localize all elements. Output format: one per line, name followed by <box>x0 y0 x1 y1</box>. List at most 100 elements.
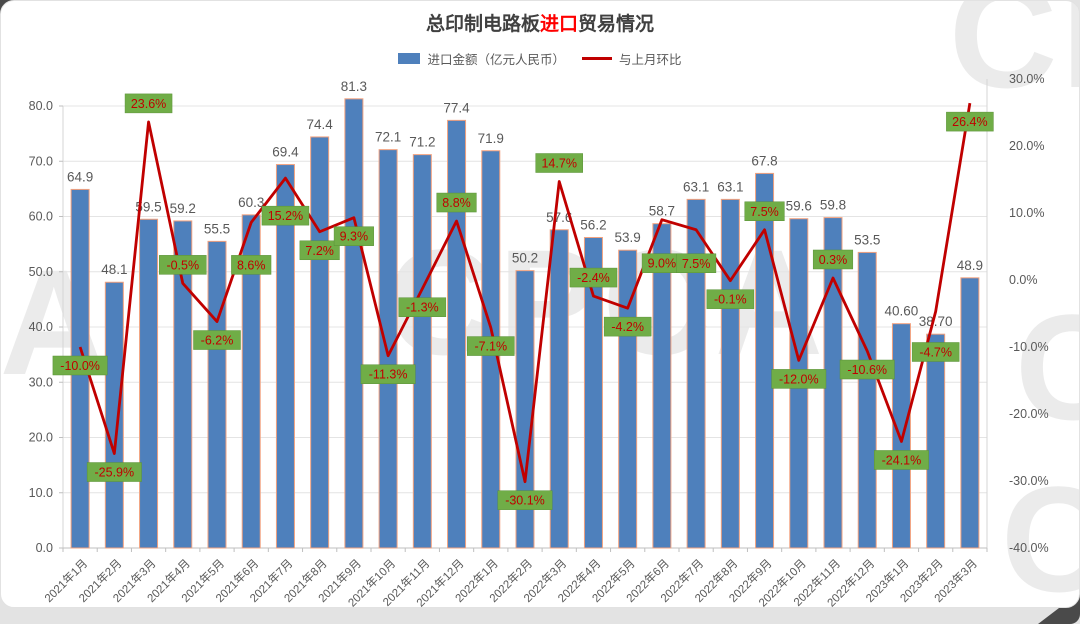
mom-label: 8.6% <box>237 258 266 272</box>
bar <box>583 236 603 549</box>
mom-label-box <box>261 205 310 226</box>
mom-label: -6.2% <box>201 334 234 348</box>
mom-label: 14.7% <box>541 157 576 171</box>
y-axis-tick-label: 20.0 <box>29 431 53 445</box>
mom-label: 26.4% <box>952 115 987 129</box>
bar <box>139 218 159 549</box>
bar-value-label: 59.8 <box>820 198 846 213</box>
mom-label: -0.1% <box>714 293 747 307</box>
mom-label: 23.6% <box>131 97 166 111</box>
bar-value-label: 60.3 <box>238 195 264 210</box>
mom-label: -4.7% <box>919 345 952 359</box>
mom-label-box <box>603 316 652 337</box>
bar-value-label: 71.9 <box>478 131 504 146</box>
mom-label: 7.2% <box>305 244 334 258</box>
mom-label: -12.0% <box>779 372 819 386</box>
bar <box>926 333 946 549</box>
bar-value-label: 48.9 <box>957 258 983 273</box>
watermark: CPCA <box>1015 281 1079 454</box>
mom-label-box <box>873 450 929 470</box>
mom-label: -25.9% <box>95 466 135 480</box>
mom-label: 7.5% <box>750 205 779 219</box>
bar-value-label: 50.2 <box>512 251 538 266</box>
bar <box>241 214 261 549</box>
legend-bar-swatch <box>398 53 421 64</box>
mom-label-box <box>193 330 241 350</box>
bar-value-label: 67.8 <box>751 153 777 168</box>
bar <box>755 172 775 549</box>
bar-value-label: 72.1 <box>375 130 401 145</box>
bar <box>686 198 706 549</box>
mom-label: 7.5% <box>682 257 711 271</box>
bar <box>960 277 980 549</box>
mom-label: -10.6% <box>847 363 887 377</box>
mom-label-box <box>52 355 108 376</box>
bar-value-label: 55.5 <box>204 221 230 236</box>
bar-value-label: 64.9 <box>67 169 93 184</box>
mom-label-box <box>360 364 416 384</box>
title-suffix: 贸易情况 <box>578 14 655 35</box>
mom-label-box <box>744 201 785 221</box>
chart-legend: 进口金额（亿元人民币） 与上月环比 <box>1 49 1079 68</box>
title-highlight: 进口 <box>539 14 578 35</box>
bar <box>344 98 364 549</box>
mom-label: -1.3% <box>406 301 439 315</box>
y-axis-tick-label: 10.0 <box>29 486 53 500</box>
bar-value-label: 48.1 <box>101 262 127 277</box>
bar-value-label: 59.6 <box>786 199 812 214</box>
chart-card: CPCA CPCA CPCA CPCA CPCA 总印制电路板进口贸易情况 进口… <box>0 0 1080 608</box>
bar-value-label: 71.2 <box>409 135 435 150</box>
mom-label-box <box>839 359 895 380</box>
mom-label-box <box>86 462 142 482</box>
y2-axis-tick-label: -10.0% <box>1009 340 1049 354</box>
y2-axis-tick-label: -20.0% <box>1009 407 1049 421</box>
mom-label-box <box>467 336 515 356</box>
bar <box>652 223 672 549</box>
mom-label-box <box>497 490 553 510</box>
bar <box>857 251 877 549</box>
bar-value-label: 57.6 <box>546 210 572 225</box>
mom-label-box <box>706 289 755 309</box>
legend-line-label: 与上月环比 <box>619 53 682 67</box>
bar <box>310 136 330 549</box>
bar-value-label: 40.60 <box>885 304 919 319</box>
mom-label-box <box>333 226 374 246</box>
bar-value-label: 53.5 <box>854 232 880 247</box>
legend-line-swatch <box>582 57 612 60</box>
y-axis-tick-label: 60.0 <box>29 210 53 224</box>
y-axis-tick-label: 40.0 <box>29 320 53 334</box>
bar-value-label: 59.2 <box>170 201 196 216</box>
bar <box>207 240 227 549</box>
mom-label: -30.1% <box>505 494 545 508</box>
y-axis-tick-label: 70.0 <box>29 154 53 168</box>
bar-value-label: 81.3 <box>341 79 367 94</box>
mom-label: 15.2% <box>268 209 303 223</box>
mom-label-box <box>398 297 447 317</box>
mom-label: -0.5% <box>166 258 199 272</box>
watermark: CPCA <box>949 0 1079 119</box>
title-prefix: 总印制电路板 <box>425 14 540 35</box>
bar <box>549 229 569 549</box>
bar <box>275 164 295 549</box>
bar-value-label: 63.1 <box>683 179 709 194</box>
mom-label-box <box>299 240 340 261</box>
bar <box>720 198 740 549</box>
y-axis-tick-label: 80.0 <box>29 99 53 113</box>
mom-label: 9.0% <box>648 257 677 271</box>
bar-value-label: 38.70 <box>919 314 953 329</box>
mom-label: 9.3% <box>340 230 369 244</box>
mom-label-box <box>124 93 173 114</box>
bar <box>378 149 398 549</box>
mom-label-box <box>911 342 960 362</box>
mom-label-box <box>436 192 477 213</box>
mom-label: 8.8% <box>442 196 471 210</box>
legend-bar-label: 进口金额（亿元人民币） <box>427 53 565 67</box>
mom-label: -7.1% <box>474 340 507 354</box>
mom-label: -10.0% <box>60 359 100 373</box>
bar-value-label: 63.1 <box>717 179 743 194</box>
bar-value-label: 58.7 <box>649 204 675 219</box>
mom-label-box <box>946 111 994 132</box>
y2-axis-tick-label: -30.0% <box>1009 474 1049 488</box>
mom-label-box <box>812 249 854 270</box>
mom-label-box <box>535 153 583 173</box>
